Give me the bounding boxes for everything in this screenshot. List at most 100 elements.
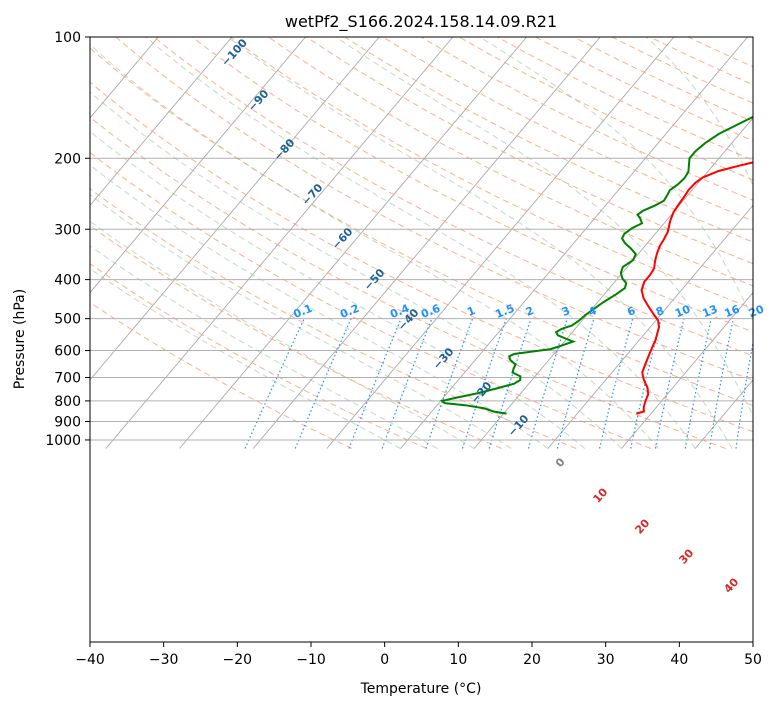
line-labels: −100−90−80−70−60−50−40−30−20−10010203040… [219, 36, 766, 596]
dry-adiabat-line [535, 37, 753, 142]
isotherm-line [90, 37, 306, 294]
mixing-ratio-label: 20 [747, 302, 766, 320]
mixing-ratio-label: 2 [524, 304, 536, 319]
moist-adiabat-line [479, 37, 753, 321]
isotherm-line [621, 291, 753, 449]
isotherm-line [400, 37, 748, 449]
isotherm-label-positive: 10 [590, 485, 610, 505]
x-tick-label: 40 [670, 652, 688, 668]
mixing-ratio-label: 13 [700, 303, 719, 321]
y-tick-label: 600 [54, 344, 81, 360]
sounding-profiles [439, 115, 753, 415]
mixing-ratio-line [381, 318, 433, 449]
dry-adiabat-line [90, 225, 502, 449]
isotherm-label: −90 [245, 87, 271, 114]
isotherm-line [769, 37, 775, 448]
mixing-ratio-line [654, 318, 685, 449]
dry-adiabat-line [153, 37, 753, 357]
x-tick-label: 10 [449, 652, 467, 668]
mixing-ratio-line [294, 318, 352, 449]
mixing-ratio-label: 8 [654, 304, 666, 319]
x-tick-label: −40 [75, 652, 105, 668]
dry-adiabat-line [382, 37, 753, 222]
mixing-ratio-label: 1 [465, 304, 477, 319]
chart-title: wetPf2_S166.2024.158.14.09.R21 [285, 12, 557, 32]
dry-adiabat-line [268, 37, 753, 287]
moist-adiabat-line [90, 268, 401, 449]
pressure-gridlines [90, 37, 753, 441]
isotherm-label: −80 [271, 136, 297, 163]
y-tick-label: 800 [54, 394, 81, 410]
y-tick-label: 100 [54, 30, 81, 46]
dry-adiabat-line [90, 151, 651, 449]
mixing-ratio-line [735, 339, 753, 449]
dry-adiabat-line [90, 81, 753, 433]
x-tick-label: 20 [523, 652, 541, 668]
moist-adiabat-line [227, 37, 733, 449]
y-tick-label: 900 [54, 415, 81, 431]
x-tick-label: 30 [597, 652, 615, 668]
x-axis-ticks: −40 −30 −20 −10 0 10 20 30 40 50 [75, 642, 762, 668]
x-tick-label: 50 [744, 652, 762, 668]
moist-adiabat-line [90, 194, 512, 449]
mixing-ratio-line [527, 318, 568, 449]
mixing-ratio-label: 10 [673, 302, 692, 320]
mixing-ratio-label: 16 [723, 302, 742, 320]
dry-adiabat-line [90, 301, 353, 449]
isotherm-line [90, 37, 159, 119]
mixing-ratio-label: 3 [560, 304, 572, 319]
isotherm-line [90, 37, 380, 381]
dry-adiabat-line [90, 188, 577, 449]
moist-adiabat-line [90, 44, 659, 449]
moist-adiabat-line [90, 245, 438, 449]
isotherm-label-positive: 30 [676, 546, 696, 566]
y-tick-label: 500 [54, 312, 81, 328]
x-tick-label: 0 [380, 652, 389, 668]
y-tick-label: 700 [54, 371, 81, 387]
mixing-ratio-line [244, 318, 305, 449]
isotherm-line [694, 379, 753, 449]
dry-adiabat-line [90, 116, 726, 449]
mixing-ratio-line [556, 318, 595, 449]
isotherm-line [0, 37, 11, 448]
x-tick-label: −20 [223, 652, 253, 668]
isotherm-label: −100 [219, 36, 250, 69]
moist-adiabat-line [335, 37, 753, 417]
isotherm-label-zero: 0 [553, 455, 568, 470]
isotherm-line [547, 204, 753, 449]
dewpoint-profile [439, 115, 753, 415]
mixing-ratio-line [763, 319, 775, 449]
y-tick-label: 1000 [45, 433, 81, 449]
isotherm-line [90, 37, 233, 206]
isotherm-line [179, 37, 527, 449]
isotherm-label: −70 [299, 181, 325, 208]
moist-adiabat-line [90, 130, 586, 449]
dry-adiabat-line [191, 37, 753, 333]
mixing-ratio-line [630, 318, 662, 449]
y-tick-label: 200 [54, 151, 81, 167]
x-axis-label: Temperature (°C) [360, 681, 482, 697]
mixing-ratio-line [708, 318, 734, 449]
mixing-ratio-line [461, 318, 507, 449]
moist-adiabat-line [90, 164, 549, 449]
temperature-profile [636, 161, 753, 415]
mixing-ratio-line [599, 318, 634, 449]
isotherm-label-positive: 20 [632, 516, 652, 536]
dry-adiabat-line [90, 263, 427, 449]
isotherm-line [326, 37, 675, 449]
moist-adiabat-line [645, 37, 753, 187]
isotherm-line [105, 37, 454, 449]
isotherm-label-positive: 40 [721, 575, 741, 595]
dry-adiabat-line [115, 37, 753, 381]
moist-adiabat-line [145, 37, 696, 449]
y-tick-label: 400 [54, 273, 81, 289]
y-axis-label: Pressure (hPa) [12, 289, 28, 389]
dry-adiabat-line [306, 37, 753, 265]
mixing-ratio-line [488, 318, 532, 449]
mixing-ratio-line [425, 318, 474, 449]
moist-adiabat-line [90, 91, 622, 449]
y-tick-label: 300 [54, 222, 81, 238]
y-axis-ticks: 100 200 300 400 500 600 700 800 900 1000 [45, 30, 90, 449]
mixing-ratio-line [348, 318, 402, 449]
